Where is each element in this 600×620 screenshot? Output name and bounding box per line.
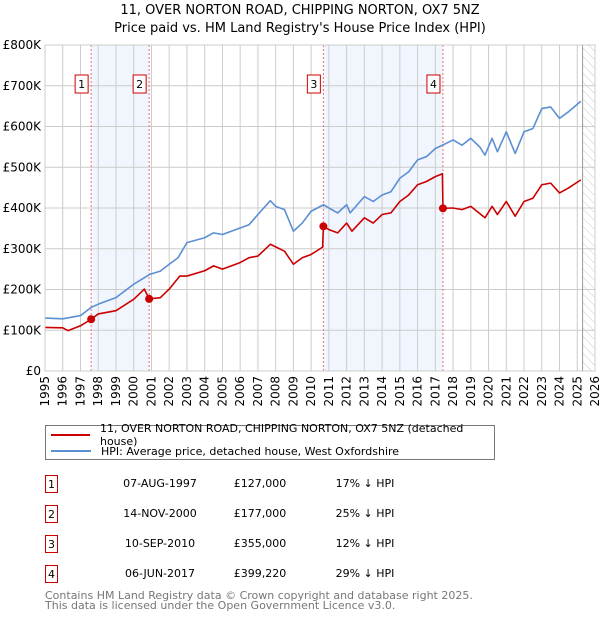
transaction-hpi-diff: 25% ↓ HPI (335, 507, 395, 520)
y-tick-label: £300K (3, 242, 43, 256)
sale-point (87, 315, 96, 324)
x-tick-label: 2008 (269, 376, 283, 407)
transaction-date: 06-JUN-2017 (124, 567, 196, 580)
sale-point (438, 204, 447, 213)
x-tick-label: 2021 (499, 376, 513, 407)
legend-item-property: 11, OVER NORTON ROAD, CHIPPING NORTON, O… (51, 422, 494, 448)
sale-label-box (426, 74, 441, 94)
x-tick-label: 2004 (198, 376, 212, 407)
x-tick-label: 2017 (428, 376, 442, 407)
sale-label-box (74, 74, 89, 94)
sale-label: 1 (78, 78, 85, 91)
x-tick-label: 2018 (446, 376, 460, 407)
legend-label: 11, OVER NORTON ROAD, CHIPPING NORTON, O… (99, 422, 464, 448)
x-tick-label: 2007 (251, 376, 265, 407)
transaction-number: 3 (45, 535, 58, 553)
transaction-number: 4 (45, 565, 58, 583)
x-tick-label: 1995 (38, 376, 52, 407)
transaction-row: 1 07-AUG-1997 £127,000 17% ↓ HPI (45, 475, 445, 495)
transaction-date: 14-NOV-2000 (123, 507, 197, 520)
y-tick-label: £100K (3, 323, 43, 337)
chart-title: 11, OVER NORTON ROAD, CHIPPING NORTON, O… (120, 3, 480, 18)
x-tick-label: 2006 (233, 376, 247, 407)
series-line (44, 100, 582, 320)
transaction-row: 3 10-SEP-2010 £355,000 12% ↓ HPI (45, 535, 445, 555)
footer-copyright: Contains HM Land Registry data © Crown c… (45, 589, 473, 602)
x-tick-label: 1997 (73, 376, 87, 407)
x-tick-label: 2025 (570, 376, 584, 407)
legend-label: HPI: Average price, detached house, West… (101, 444, 400, 458)
transaction-date: 07-AUG-1997 (123, 477, 197, 490)
transaction-hpi-diff: 17% ↓ HPI (335, 477, 395, 490)
transaction-number: 1 (45, 475, 58, 493)
transaction-row: 2 14-NOV-2000 £177,000 25% ↓ HPI (45, 505, 445, 525)
y-tick-label: £400K (3, 201, 43, 215)
legend-item-hpi: HPI: Average price, detached house, West… (51, 443, 399, 459)
transaction-hpi-diff: 12% ↓ HPI (335, 537, 395, 550)
plot-frame (44, 44, 596, 372)
sale-point (145, 294, 154, 303)
y-tick-label: £0 (26, 364, 41, 378)
x-tick-label: 2014 (375, 376, 389, 407)
x-tick-label: 2023 (535, 376, 549, 407)
y-tick-label: £600K (3, 120, 43, 134)
transaction-number: 2 (45, 505, 58, 523)
x-tick-label: 2000 (127, 376, 141, 407)
x-tick-label: 2009 (286, 376, 300, 407)
legend-swatch-blue (51, 450, 91, 452)
x-tick-label: 2019 (464, 376, 478, 407)
transaction-price: £127,000 (233, 477, 287, 490)
x-tick-label: 2020 (482, 376, 496, 407)
transaction-hpi-diff: 29% ↓ HPI (335, 567, 395, 580)
sale-label: 4 (430, 78, 437, 91)
y-tick-label: £800K (3, 38, 43, 52)
x-tick-label: 2001 (144, 376, 158, 407)
chart-subtitle: Price paid vs. HM Land Registry's House … (114, 21, 486, 36)
y-tick-label: £700K (3, 79, 43, 93)
transaction-row: 4 06-JUN-2017 £399,220 29% ↓ HPI (45, 565, 445, 585)
x-tick-label: 2012 (340, 376, 354, 407)
x-tick-label: 2011 (322, 376, 336, 407)
legend: 11, OVER NORTON ROAD, CHIPPING NORTON, O… (45, 422, 495, 460)
x-tick-label: 2002 (162, 376, 176, 407)
y-tick-label: £200K (3, 283, 43, 297)
x-tick-label: 2003 (180, 376, 194, 407)
transaction-price: £399,220 (233, 567, 287, 580)
x-tick-label: 2016 (411, 376, 425, 407)
transaction-price: £355,000 (233, 537, 287, 550)
price-chart: 1995 1996 1997 1998 1999 2000 2001 2002 2003 2004… (3, 38, 600, 407)
x-tick-label: 2013 (357, 376, 371, 407)
x-tick-label: 1999 (109, 376, 123, 407)
sale-label-box (306, 74, 321, 94)
transaction-date: 10-SEP-2010 (124, 537, 196, 550)
transaction-price: £177,000 (233, 507, 287, 520)
sale-label-box (132, 74, 147, 94)
sale-label: 3 (310, 78, 317, 91)
x-tick-label: 2022 (517, 376, 531, 407)
x-tick-label: 2015 (393, 376, 407, 407)
footer-licence: This data is licensed under the Open Gov… (45, 599, 396, 612)
x-tick-label: 1998 (91, 376, 105, 407)
sale-point (319, 222, 328, 231)
x-tick-label: 2026 (588, 376, 600, 407)
y-tick-label: £500K (3, 160, 43, 174)
sale-label: 2 (136, 78, 143, 91)
x-tick-label: 2024 (553, 376, 567, 407)
legend-swatch-red (51, 434, 90, 436)
x-tick-label: 2010 (304, 376, 318, 407)
x-tick-label: 1996 (56, 376, 70, 407)
x-tick-label: 2005 (215, 376, 229, 407)
